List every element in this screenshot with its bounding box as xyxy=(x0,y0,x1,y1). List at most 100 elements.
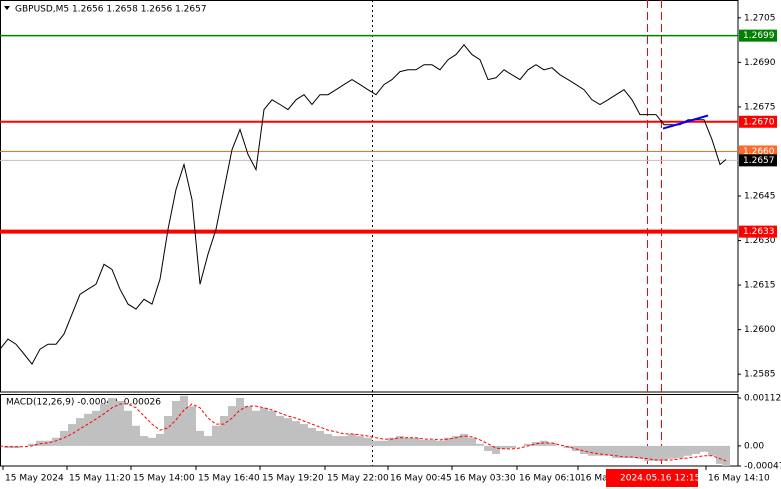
macd-bar xyxy=(588,445,596,456)
macd-bar xyxy=(476,443,484,446)
macd-bar xyxy=(668,445,676,459)
macd-bar xyxy=(412,437,420,446)
macd-bar xyxy=(116,400,124,446)
macd-bar xyxy=(68,424,76,446)
macd-bar xyxy=(436,440,444,446)
level-label: 1.2699 xyxy=(743,31,775,41)
macd-bar xyxy=(468,437,476,446)
macd-bar xyxy=(284,418,292,446)
macd-bar xyxy=(604,445,612,456)
macd-bar xyxy=(500,445,508,449)
y-tick-label: 1.2705 xyxy=(744,13,776,23)
macd-bar xyxy=(580,445,588,455)
y-tick-label: 0.00112 xyxy=(744,393,781,403)
macd-bar xyxy=(716,445,724,464)
y-tick-label: 1.2675 xyxy=(744,102,776,112)
macd-bar xyxy=(444,437,452,446)
macd-bar xyxy=(4,445,12,449)
macd-bar xyxy=(140,436,148,446)
level-label-box xyxy=(739,29,777,42)
cursor-time-label: 2024.05.16 12:15 xyxy=(620,474,700,484)
macd-bar xyxy=(380,440,388,446)
macd-bar xyxy=(420,439,428,446)
macd-bar xyxy=(212,425,220,446)
macd-bar xyxy=(652,445,660,461)
macd-bar xyxy=(692,445,700,455)
macd-bar xyxy=(268,410,276,446)
macd-bar xyxy=(244,406,252,446)
x-tick-label: 15 May 2024 xyxy=(5,474,64,484)
macd-bar xyxy=(612,445,620,458)
macd-bar xyxy=(340,436,348,446)
macd-bar xyxy=(492,445,500,455)
level-label-box xyxy=(739,225,777,238)
macd-bar xyxy=(188,406,196,446)
macd-bar xyxy=(364,437,372,446)
y-tick-label: 1.2630 xyxy=(744,236,776,246)
macd-bar xyxy=(236,397,244,446)
y-tick-label: 1.2645 xyxy=(744,192,776,202)
y-tick-label: 1.2690 xyxy=(744,58,776,68)
chart-title: GBPUSD,M5 1.2656 1.2658 1.2656 1.2657 xyxy=(15,5,207,15)
y-tick-label: 0.00 xyxy=(744,441,764,451)
macd-bar xyxy=(220,415,228,446)
macd-bar xyxy=(76,418,84,446)
y-tick-label: 1.2615 xyxy=(744,281,776,291)
level-label-box xyxy=(739,115,777,128)
macd-bar xyxy=(722,445,730,466)
macd-title: MACD(12,26,9) -0.00040 -0.00026 xyxy=(6,398,161,408)
macd-bar xyxy=(620,445,628,458)
macd-bar xyxy=(28,443,36,446)
macd-bar xyxy=(700,445,708,452)
macd-bar xyxy=(300,424,308,446)
macd-bar xyxy=(452,436,460,446)
menu-arrow xyxy=(4,6,10,10)
macd-bar xyxy=(316,430,324,446)
x-tick-label: 16 May 06:10 xyxy=(519,474,581,484)
level-label: 1.2660 xyxy=(743,147,775,157)
macd-bar xyxy=(508,445,516,449)
level-label: 1.2657 xyxy=(743,156,775,166)
macd-bar xyxy=(276,415,284,446)
x-tick-label: 15 May 16:40 xyxy=(198,474,260,484)
macd-bar xyxy=(388,437,396,446)
macd-bar xyxy=(156,433,164,446)
macd-bar xyxy=(252,410,260,446)
x-tick-label: 16 May 03:30 xyxy=(454,474,516,484)
y-tick-label: 1.2585 xyxy=(744,370,776,380)
macd-bar xyxy=(100,403,108,446)
macd-bar xyxy=(356,436,364,446)
macd-bar xyxy=(84,413,92,446)
macd-bar xyxy=(628,445,636,458)
level-label-box xyxy=(739,154,777,167)
level-label: 1.2633 xyxy=(743,227,775,237)
x-tick-label: 15 May 19:20 xyxy=(262,474,324,484)
macd-bar xyxy=(148,437,156,446)
y-tick-label: -0.00047 xyxy=(744,462,781,472)
macd-bar xyxy=(52,437,60,446)
x-tick-label: 16 May 00:45 xyxy=(390,474,452,484)
x-tick-label: 15 May 11:20 xyxy=(69,474,131,484)
macd-bar xyxy=(372,440,380,446)
macd-bar xyxy=(164,415,172,446)
cursor-time-box xyxy=(606,469,698,487)
level-label: 1.2670 xyxy=(743,117,775,127)
macd-bar xyxy=(308,427,316,446)
macd-bar xyxy=(196,430,204,446)
macd-bar xyxy=(484,445,492,452)
macd-bar xyxy=(228,406,236,446)
macd-bar xyxy=(428,439,436,446)
macd-bar xyxy=(332,436,340,446)
macd-bar xyxy=(676,445,684,458)
macd-panel-frame xyxy=(0,394,739,467)
macd-bar xyxy=(348,433,356,446)
trendline xyxy=(662,114,709,130)
y-tick-label: 1.2600 xyxy=(744,325,776,335)
x-tick-label: 16 May 14:10 xyxy=(708,474,770,484)
x-tick-label: 15 May 14:00 xyxy=(133,474,195,484)
macd-bar xyxy=(396,436,404,446)
macd-bar xyxy=(172,400,180,446)
